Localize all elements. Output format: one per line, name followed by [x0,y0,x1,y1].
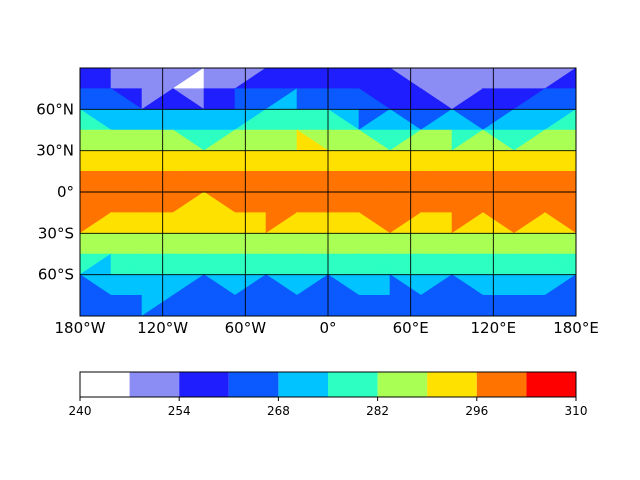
colorbar-tick-label: 240 [69,404,92,418]
y-tick-label: 30°N [36,142,74,160]
colorbar-tick-label: 254 [168,404,191,418]
field-cell [358,294,391,316]
colorbar: 240 254 268 282 296 310 [69,371,588,418]
colorbar-swatch [377,372,428,397]
gridlines [80,68,576,316]
y-axis: 60°N 30°N 0° 30°S 60°S [36,100,74,283]
field-cell [110,294,143,316]
y-tick-label: 60°S [38,266,74,284]
x-tick-label: 120°W [137,319,188,337]
colorbar-frame [79,371,577,398]
colorbar-swatch [328,372,378,397]
colorbar-swatch [129,372,180,397]
x-tick-label: 180°E [553,319,599,337]
x-tick-label: 60°W [225,319,267,337]
colorbar-tick-label: 268 [267,404,290,418]
colorbar-tick-label: 310 [565,404,588,418]
map-frame [79,67,577,317]
field-cell [544,294,576,316]
colorbar-swatch [179,372,229,397]
field-cell [172,294,205,316]
x-tick-label: 60°E [393,319,429,337]
y-tick-label: 60°N [36,100,74,118]
map-plot-area [80,68,576,316]
field-cell [296,294,329,316]
colorbar-swatch [228,372,279,397]
colorbar-swatch [80,372,130,397]
x-axis: 180°W 120°W 60°W 0° 60°E 120°E 180°E [55,319,599,337]
field-cell [234,294,267,316]
colorbar-swatch [427,372,477,397]
colorbar-swatch [278,372,328,397]
y-tick-label: 0° [57,183,74,201]
colorbar-swatch [526,372,576,397]
x-tick-label: 120°E [471,319,517,337]
colorbar-tick-label: 296 [465,404,488,418]
y-tick-label: 30°S [38,224,74,242]
field-cell [420,294,453,316]
colorbar-tick-label: 282 [366,404,389,418]
x-tick-label: 0° [319,319,336,337]
x-tick-label: 180°W [55,319,106,337]
field-cell [482,294,515,316]
colorbar-swatch [476,372,527,397]
